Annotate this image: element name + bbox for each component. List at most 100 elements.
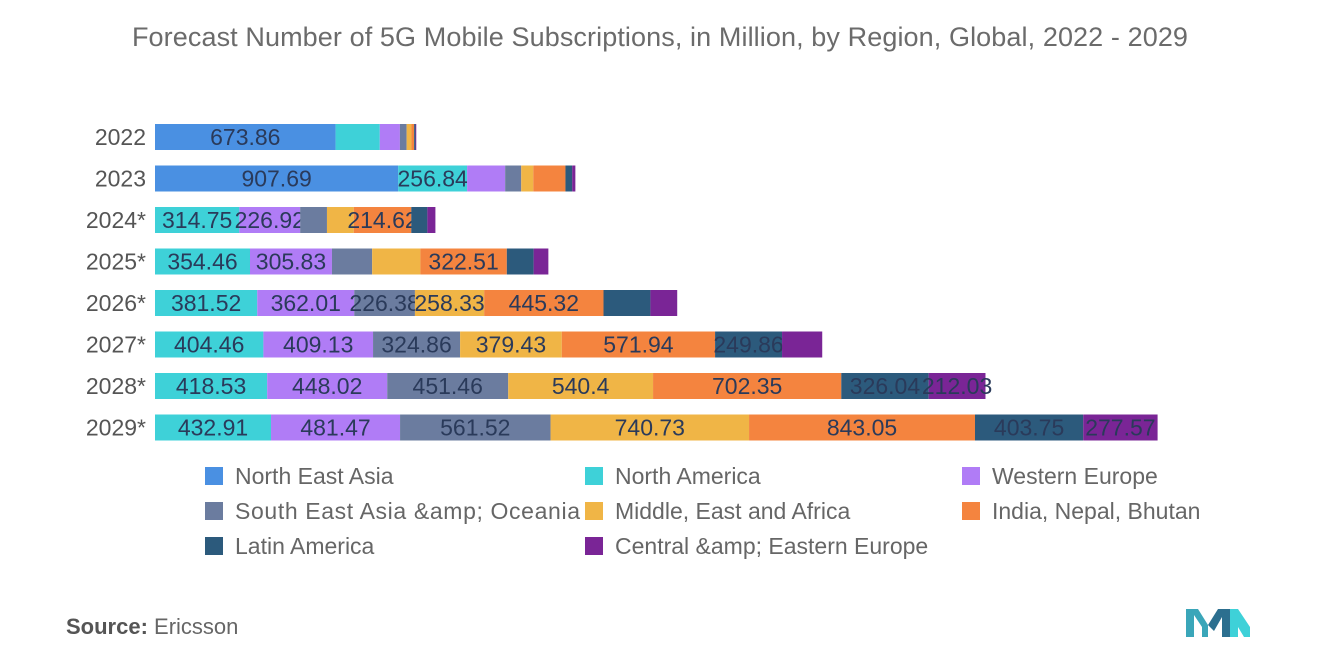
data-label-south-east-asia-and-oceania-2026: 226.38 <box>349 290 419 316</box>
legend-label: Latin America <box>235 533 375 559</box>
bar-south-east-asia-and-oceania-2023 <box>505 165 522 192</box>
bar-north-america-2025 <box>155 248 250 275</box>
bar-western-europe-2023 <box>467 165 506 192</box>
data-label-north-america-2029: 432.91 <box>178 415 248 441</box>
category-tick-2027: 2027* <box>86 332 146 358</box>
bar-central-and-eastern-europe-2027 <box>782 331 823 358</box>
bar-south-east-asia-and-oceania-2025 <box>331 248 373 275</box>
bar-central-and-eastern-europe-2026 <box>650 290 678 316</box>
data-label-western-europe-2028: 448.02 <box>292 373 362 399</box>
chart-title: Forecast Number of 5G Mobile Subscriptio… <box>131 22 1189 52</box>
legend-item-central-and-eastern-europe: Central &amp; Eastern Europe <box>585 533 928 559</box>
bar-middle-east-and-africa-2026 <box>414 290 485 316</box>
legend-label: India, Nepal, Bhutan <box>992 498 1200 524</box>
legend-label: Middle, East and Africa <box>615 498 850 524</box>
data-label-north-east-asia-2022: 673.86 <box>210 124 280 150</box>
data-label-india-nepal-bhutan-2029: 843.05 <box>827 415 897 441</box>
legend-swatch <box>205 537 223 555</box>
bar-middle-east-and-africa-2023 <box>521 165 534 192</box>
bar-central-and-eastern-europe-2028 <box>928 373 986 399</box>
legend-item-india-nepal-bhutan: India, Nepal, Bhutan <box>962 498 1200 524</box>
data-label-north-america-2024: 314.75 <box>162 207 232 233</box>
bar-south-east-asia-and-oceania-2022 <box>399 124 407 150</box>
bar-india-nepal-bhutan-2029 <box>749 414 975 441</box>
source-line: Source: Ericsson <box>66 614 238 640</box>
data-label-north-america-2027: 404.46 <box>174 332 244 358</box>
bar-india-nepal-bhutan-2024 <box>353 207 412 233</box>
bar-central-and-eastern-europe-2023 <box>572 165 576 192</box>
legend-label: South East Asia &amp; Oceania <box>235 498 580 524</box>
legend-label: North America <box>615 463 761 489</box>
mordor-intelligence-logo <box>1186 609 1250 637</box>
bar-north-america-2027 <box>155 331 264 358</box>
bar-latin-america-2027 <box>715 331 783 358</box>
source-label: Source: <box>66 614 148 639</box>
bar-middle-east-and-africa-2028 <box>508 373 654 399</box>
legend-label: North East Asia <box>235 463 394 489</box>
legend-swatch <box>205 502 223 520</box>
category-tick-2025: 2025* <box>86 249 146 275</box>
data-label-central-and-eastern-europe-2029: 277.57 <box>1085 415 1155 441</box>
bar-north-america-2022 <box>335 124 380 150</box>
bar-latin-america-2023 <box>565 165 573 192</box>
category-tick-2023: 2023 <box>95 166 146 192</box>
data-label-north-america-2025: 354.46 <box>167 249 237 275</box>
legend-swatch <box>205 467 223 485</box>
legend-item-south-east-asia-and-oceania: South East Asia &amp; Oceania <box>205 498 580 524</box>
bar-western-europe-2027 <box>263 331 374 358</box>
source-value: Ericsson <box>154 614 239 639</box>
category-tick-2028: 2028* <box>86 373 146 399</box>
bar-western-europe-2028 <box>267 373 388 399</box>
legend-swatch <box>585 502 603 520</box>
bar-western-europe-2022 <box>379 124 400 150</box>
legend-item-middle-east-and-africa: Middle, East and Africa <box>585 498 850 524</box>
data-label-north-america-2026: 381.52 <box>171 290 241 316</box>
bar-latin-america-2024 <box>411 207 428 233</box>
bar-south-east-asia-and-oceania-2026 <box>354 290 415 316</box>
data-label-india-nepal-bhutan-2028: 702.35 <box>712 373 782 399</box>
legend-swatch <box>585 467 603 485</box>
bar-western-europe-2025 <box>249 248 332 275</box>
data-label-latin-america-2029: 403.75 <box>994 415 1064 441</box>
bar-north-america-2028 <box>155 373 268 399</box>
data-label-middle-east-and-africa-2027: 379.43 <box>476 332 546 358</box>
bar-middle-east-and-africa-2027 <box>460 331 562 358</box>
bar-latin-america-2022 <box>414 124 416 150</box>
data-label-western-europe-2025: 305.83 <box>256 249 326 275</box>
legend-label: Western Europe <box>992 463 1158 489</box>
data-label-north-america-2023: 256.84 <box>397 166 468 192</box>
data-label-central-and-eastern-europe-2028: 212.03 <box>922 373 992 399</box>
legend-label: Central &amp; Eastern Europe <box>615 533 928 559</box>
bar-south-east-asia-and-oceania-2028 <box>387 373 509 399</box>
legend-swatch <box>962 467 980 485</box>
data-label-middle-east-and-africa-2028: 540.4 <box>552 373 610 399</box>
bar-north-america-2029 <box>155 414 272 441</box>
legend-swatch <box>585 537 603 555</box>
bar-western-europe-2024 <box>239 207 301 233</box>
category-tick-2029: 2029* <box>86 415 146 441</box>
bar-north-america-2024 <box>155 207 240 233</box>
data-label-north-east-asia-2023: 907.69 <box>241 166 311 192</box>
legend-item-north-east-asia: North East Asia <box>205 463 394 489</box>
data-label-western-europe-2027: 409.13 <box>283 332 353 358</box>
data-label-india-nepal-bhutan-2027: 571.94 <box>603 332 674 358</box>
bar-india-nepal-bhutan-2026 <box>484 290 604 316</box>
bar-latin-america-2025 <box>506 248 534 275</box>
data-label-india-nepal-bhutan-2026: 445.32 <box>509 290 579 316</box>
bar-western-europe-2029 <box>271 414 401 441</box>
bar-south-east-asia-and-oceania-2024 <box>300 207 327 233</box>
bar-india-nepal-bhutan-2025 <box>420 248 507 275</box>
bar-india-nepal-bhutan-2023 <box>533 165 566 192</box>
bar-central-and-eastern-europe-2022 <box>415 124 417 150</box>
bar-north-america-2026 <box>155 290 258 316</box>
bar-india-nepal-bhutan-2027 <box>561 331 716 358</box>
bar-north-east-asia-2023 <box>155 165 399 192</box>
legend-item-latin-america: Latin America <box>205 533 375 559</box>
legend-swatch <box>962 502 980 520</box>
bars-layer: 673.86 907.69 256.84 314.75 226.92 214.62 354.… <box>155 124 1158 441</box>
data-label-south-east-asia-and-oceania-2029: 561.52 <box>440 415 510 441</box>
bar-south-east-asia-and-oceania-2027 <box>373 331 461 358</box>
bar-central-and-eastern-europe-2029 <box>1083 414 1158 441</box>
data-label-middle-east-and-africa-2029: 740.73 <box>615 415 685 441</box>
bar-latin-america-2029 <box>974 414 1084 441</box>
